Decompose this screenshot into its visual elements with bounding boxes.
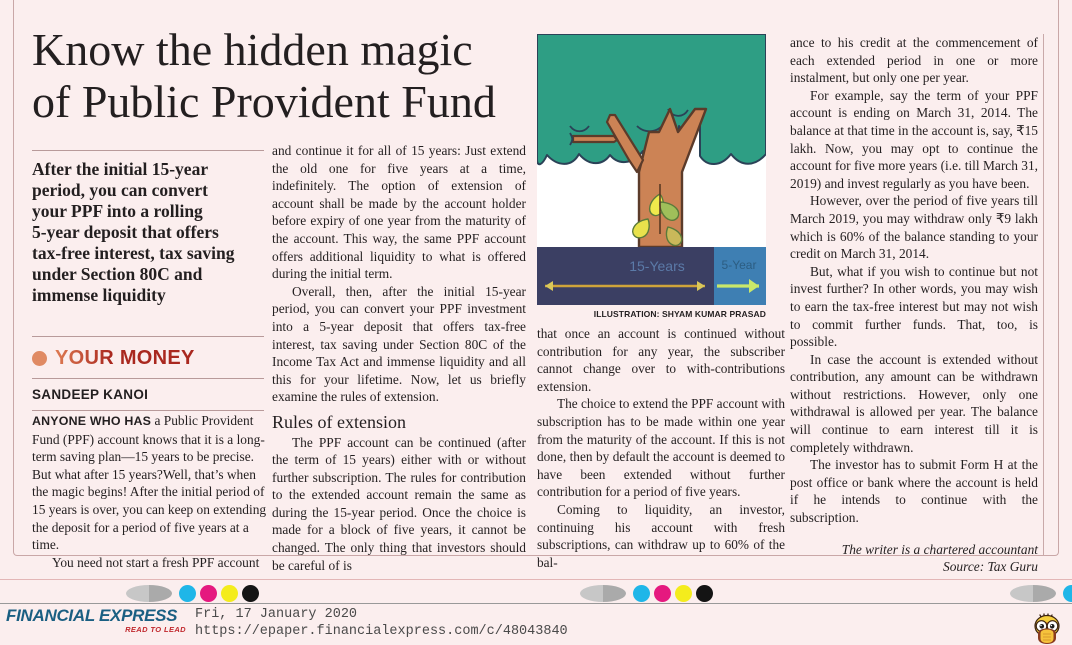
- svg-text:5-Year: 5-Year: [722, 258, 757, 272]
- svg-text:15-Years: 15-Years: [629, 258, 685, 274]
